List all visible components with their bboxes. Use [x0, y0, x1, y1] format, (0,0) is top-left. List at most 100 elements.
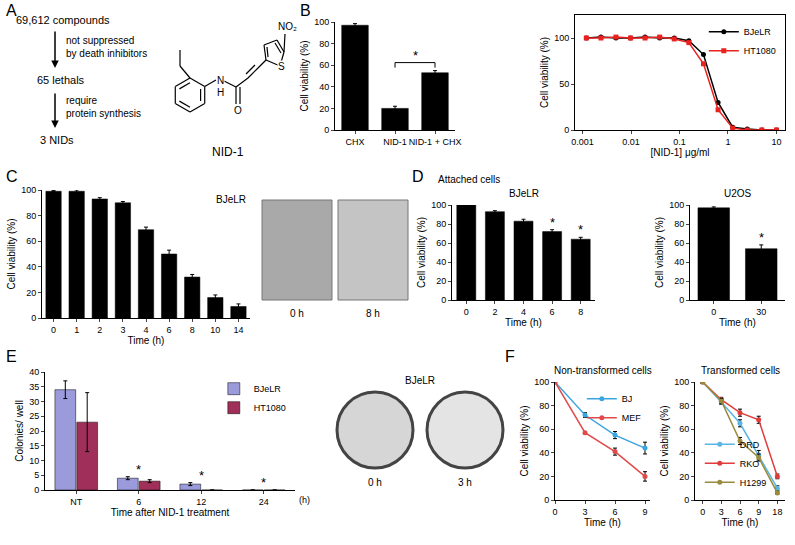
svg-text:NID-1 + CHX: NID-1 + CHX — [409, 137, 462, 147]
svg-text:5: 5 — [34, 470, 39, 480]
svg-text:*: * — [578, 222, 583, 237]
svg-text:0.001: 0.001 — [571, 137, 594, 147]
svg-text:0: 0 — [464, 307, 469, 317]
svg-text:3: 3 — [120, 325, 125, 335]
svg-text:*: * — [550, 215, 555, 230]
svg-text:HT1080: HT1080 — [254, 403, 286, 413]
svg-text:*: * — [261, 475, 266, 490]
svg-text:1: 1 — [74, 325, 79, 335]
svg-text:10: 10 — [771, 137, 781, 147]
svg-text:40: 40 — [674, 257, 684, 267]
svg-text:Time after NID-1 treatment: Time after NID-1 treatment — [111, 507, 230, 518]
svg-text:6: 6 — [550, 307, 555, 317]
svg-text:Cell viability (%): Cell viability (%) — [659, 405, 670, 476]
svg-text:(h): (h) — [299, 495, 310, 505]
svg-text:60: 60 — [436, 238, 446, 248]
svg-text:HT1080: HT1080 — [744, 46, 776, 56]
svg-text:1: 1 — [725, 137, 730, 147]
svg-text:Cell viability (%): Cell viability (%) — [519, 405, 530, 476]
svg-text:0: 0 — [700, 507, 705, 517]
svg-text:80: 80 — [319, 39, 329, 49]
svg-text:Cell viability (%): Cell viability (%) — [654, 217, 665, 288]
svg-text:E: E — [6, 348, 17, 365]
svg-text:6: 6 — [167, 325, 172, 335]
svg-text:0: 0 — [711, 307, 716, 317]
svg-text:100: 100 — [21, 185, 36, 195]
svg-text:*: * — [136, 462, 141, 477]
svg-text:25: 25 — [29, 411, 39, 421]
svg-text:A: A — [6, 2, 17, 19]
svg-text:0: 0 — [441, 295, 446, 305]
svg-text:12: 12 — [196, 497, 206, 507]
svg-text:20: 20 — [319, 104, 329, 114]
svg-text:*: * — [199, 468, 204, 483]
svg-text:14: 14 — [233, 325, 243, 335]
svg-text:H1299: H1299 — [740, 478, 767, 488]
svg-text:2: 2 — [492, 307, 497, 317]
svg-text:H: H — [217, 87, 224, 98]
svg-text:4: 4 — [143, 325, 148, 335]
svg-text:D: D — [412, 168, 424, 185]
svg-text:0 h: 0 h — [368, 477, 382, 488]
svg-text:*: * — [413, 48, 418, 63]
svg-text:O: O — [234, 105, 242, 116]
svg-text:80: 80 — [26, 211, 36, 221]
svg-text:2: 2 — [97, 325, 102, 335]
svg-text:0.1: 0.1 — [673, 137, 686, 147]
svg-text:4: 4 — [521, 307, 526, 317]
svg-text:60: 60 — [26, 236, 36, 246]
svg-text:Cell viability (%): Cell viability (%) — [299, 40, 310, 111]
svg-text:3 h: 3 h — [458, 477, 472, 488]
svg-text:S: S — [278, 61, 285, 72]
svg-text:30: 30 — [756, 307, 766, 317]
svg-text:0: 0 — [544, 495, 549, 505]
svg-text:not suppressedby death inhibit: not suppressedby death inhibitors — [66, 35, 147, 59]
svg-text:80: 80 — [436, 219, 446, 229]
svg-text:60: 60 — [319, 60, 329, 70]
svg-text:0: 0 — [679, 295, 684, 305]
svg-text:100: 100 — [314, 17, 329, 27]
svg-text:C: C — [6, 168, 18, 185]
svg-text:100: 100 — [554, 33, 569, 43]
svg-text:69,612 compounds: 69,612 compounds — [16, 14, 110, 26]
svg-text:100: 100 — [669, 200, 684, 210]
svg-text:80: 80 — [679, 401, 689, 411]
svg-text:40: 40 — [29, 367, 39, 377]
svg-text:BJeLR: BJeLR — [216, 194, 246, 205]
svg-text:60: 60 — [679, 424, 689, 434]
svg-text:*: * — [759, 230, 764, 245]
svg-text:Cell viability (%): Cell viability (%) — [416, 217, 427, 288]
svg-text:0: 0 — [684, 495, 689, 505]
svg-text:65 lethals: 65 lethals — [37, 74, 85, 86]
svg-text:50: 50 — [559, 79, 569, 89]
svg-text:BJeLR: BJeLR — [405, 375, 435, 386]
svg-text:6: 6 — [737, 507, 742, 517]
svg-text:9: 9 — [642, 507, 647, 517]
svg-text:60: 60 — [539, 424, 549, 434]
svg-text:Time (h): Time (h) — [719, 317, 756, 328]
svg-text:0: 0 — [51, 325, 56, 335]
svg-text:F: F — [505, 348, 515, 365]
svg-text:Transformed cells: Transformed cells — [701, 365, 780, 376]
svg-text:Attached cells: Attached cells — [438, 174, 500, 185]
svg-text:20: 20 — [674, 276, 684, 286]
svg-text:20: 20 — [29, 426, 39, 436]
svg-text:0.01: 0.01 — [622, 137, 640, 147]
svg-text:40: 40 — [436, 257, 446, 267]
svg-text:3: 3 — [719, 507, 724, 517]
svg-text:8: 8 — [190, 325, 195, 335]
svg-text:80: 80 — [539, 401, 549, 411]
svg-text:0: 0 — [34, 485, 39, 495]
svg-text:B: B — [300, 2, 311, 19]
svg-text:40: 40 — [319, 82, 329, 92]
svg-text:100: 100 — [674, 377, 689, 387]
svg-text:Colonies/ well: Colonies/ well — [14, 400, 25, 462]
svg-text:6: 6 — [612, 507, 617, 517]
svg-text:requireprotein synthesis: requireprotein synthesis — [66, 95, 141, 119]
svg-text:MEF: MEF — [622, 413, 642, 423]
svg-text:35: 35 — [29, 382, 39, 392]
svg-text:3 NIDs: 3 NIDs — [40, 134, 74, 146]
svg-text:8 h: 8 h — [366, 308, 380, 319]
svg-text:60: 60 — [674, 238, 684, 248]
svg-text:Time (h): Time (h) — [722, 517, 759, 528]
